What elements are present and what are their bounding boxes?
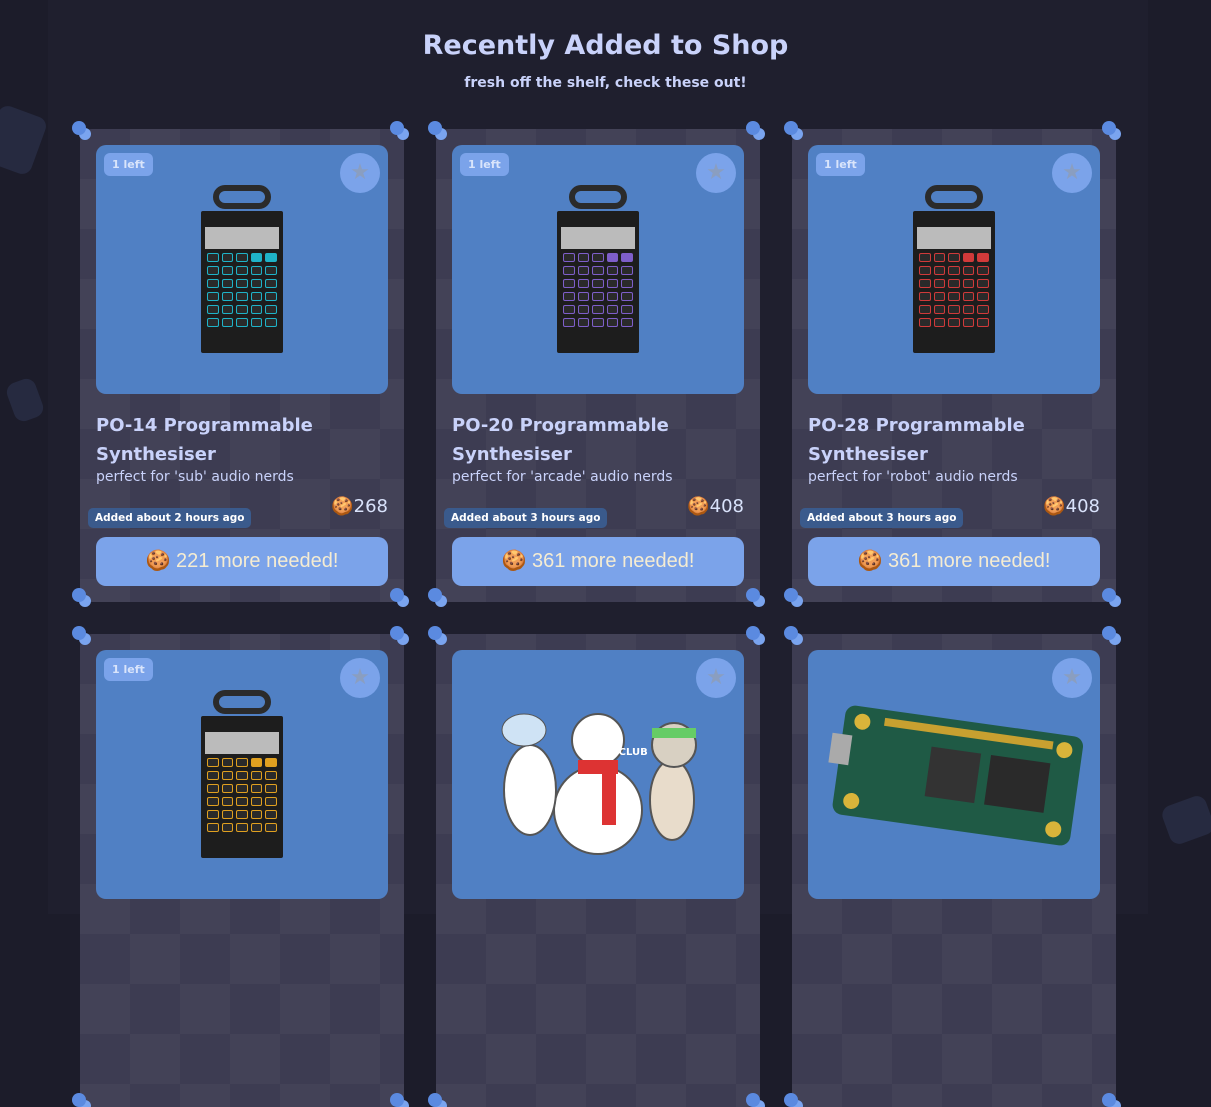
sticker-text: HACK CLUB — [584, 747, 648, 758]
product-image[interactable]: 1 left ★ — [96, 145, 388, 394]
raspberry-pi-image — [828, 705, 1084, 846]
product-card[interactable]: 1 left ★ — [72, 626, 404, 1107]
star-icon[interactable]: ★ — [696, 658, 736, 698]
pin-decoration — [1102, 121, 1116, 135]
background-decoration — [1159, 793, 1211, 847]
product-card[interactable]: 1 left ★ PO-14 Programmable Synthesiser p… — [72, 121, 404, 602]
added-time-badge: Added about 3 hours ago — [800, 508, 964, 528]
star-icon[interactable]: ★ — [696, 153, 736, 193]
product-image[interactable]: ★ — [808, 650, 1100, 899]
added-time-badge: Added about 2 hours ago — [88, 508, 252, 528]
pin-decoration — [1102, 1093, 1116, 1107]
product-card[interactable]: 1 left ★ PO-28 Programmable Synthesiser p… — [784, 121, 1116, 602]
product-image[interactable]: 1 left ★ — [808, 145, 1100, 394]
star-icon[interactable]: ★ — [1052, 658, 1092, 698]
product-image[interactable]: 1 left ★ — [96, 650, 388, 899]
stock-badge: 1 left — [460, 153, 509, 176]
pocket-operator-image — [201, 690, 283, 860]
pin-decoration — [784, 121, 798, 135]
product-card[interactable]: 1 left ★ PO-20 Programmable Synthesiser p… — [428, 121, 760, 602]
more-needed-button[interactable]: 🍪 221 more needed! — [96, 537, 388, 586]
pin-decoration — [784, 1093, 798, 1107]
background-decoration — [0, 103, 49, 177]
stock-badge: 1 left — [816, 153, 865, 176]
pin-decoration — [72, 1093, 86, 1107]
product-card[interactable]: HACK CLUB ★ — [428, 626, 760, 1107]
product-card[interactable]: ★ — [784, 626, 1116, 1107]
pin-decoration — [428, 1093, 442, 1107]
product-image[interactable]: HACK CLUB ★ — [452, 650, 744, 899]
pin-decoration — [1102, 626, 1116, 640]
pin-decoration — [428, 588, 442, 602]
added-time-badge: Added about 3 hours ago — [444, 508, 608, 528]
page-title: Recently Added to Shop — [422, 30, 789, 61]
pocket-operator-image — [201, 185, 283, 355]
pin-decoration — [746, 121, 760, 135]
product-title: PO-14 Programmable Synthesiser — [96, 415, 313, 465]
stock-badge: 1 left — [104, 153, 153, 176]
pin-decoration — [746, 626, 760, 640]
pin-decoration — [1102, 588, 1116, 602]
pin-decoration — [72, 626, 86, 640]
pin-decoration — [746, 588, 760, 602]
more-needed-button[interactable]: 🍪 361 more needed! — [452, 537, 744, 586]
pin-decoration — [72, 588, 86, 602]
stock-badge: 1 left — [104, 658, 153, 681]
star-icon[interactable]: ★ — [340, 153, 380, 193]
price: 🍪268 — [331, 496, 388, 517]
snowman-sticker-image: HACK CLUB — [501, 713, 697, 855]
pin-decoration — [72, 121, 86, 135]
pin-decoration — [784, 588, 798, 602]
price: 🍪408 — [1043, 496, 1100, 517]
product-description: perfect for 'sub' audio nerds — [96, 469, 294, 485]
pin-decoration — [390, 1093, 404, 1107]
pin-decoration — [390, 121, 404, 135]
product-title: PO-28 Programmable Synthesiser — [808, 415, 1025, 465]
pocket-operator-image — [913, 185, 995, 355]
star-icon[interactable]: ★ — [340, 658, 380, 698]
pin-decoration — [746, 1093, 760, 1107]
product-image[interactable]: 1 left ★ — [452, 145, 744, 394]
more-needed-button[interactable]: 🍪 361 more needed! — [808, 537, 1100, 586]
product-description: perfect for 'arcade' audio nerds — [452, 469, 673, 485]
pin-decoration — [390, 626, 404, 640]
pin-decoration — [784, 626, 798, 640]
pin-decoration — [390, 588, 404, 602]
star-icon[interactable]: ★ — [1052, 153, 1092, 193]
pocket-operator-image — [557, 185, 639, 355]
background-decoration — [4, 376, 46, 424]
pin-decoration — [428, 626, 442, 640]
product-title: PO-20 Programmable Synthesiser — [452, 415, 669, 465]
page-subtitle: fresh off the shelf, check these out! — [464, 75, 747, 91]
price: 🍪408 — [687, 496, 744, 517]
product-description: perfect for 'robot' audio nerds — [808, 469, 1018, 485]
pin-decoration — [428, 121, 442, 135]
